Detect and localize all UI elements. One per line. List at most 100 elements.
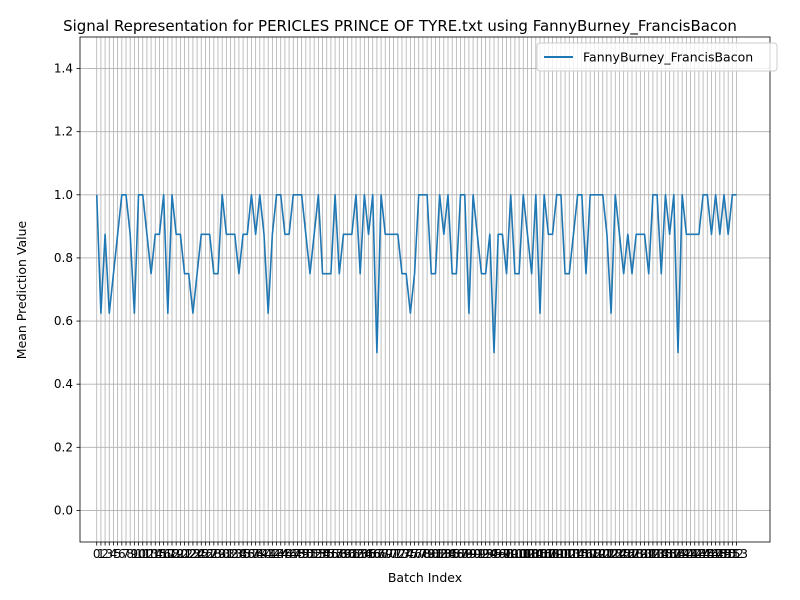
x-tick-label: 73 — [394, 547, 409, 561]
x-tick-label: 9 — [131, 547, 139, 561]
x-tick-label: 138 — [662, 547, 685, 561]
x-tick-label: 31 — [219, 547, 234, 561]
x-tick-label: 39 — [252, 547, 267, 561]
x-tick-label: 51 — [302, 547, 317, 561]
x-tick-label: 35 — [235, 547, 250, 561]
x-tick-label: 152 — [721, 547, 744, 561]
x-tick-label: 16 — [156, 547, 171, 561]
x-tick-label: 20 — [173, 547, 188, 561]
x-tick-label: 108 — [537, 547, 560, 561]
x-tick-label: 99 — [503, 547, 518, 561]
x-tick-label: 93 — [478, 547, 493, 561]
x-tick-label: 5 — [114, 547, 122, 561]
x-tick-label: 84 — [440, 547, 455, 561]
x-tick-label: 69 — [378, 547, 393, 561]
x-tick-label: 32 — [223, 547, 238, 561]
x-gridlines — [96, 37, 737, 542]
x-tick-label: 21 — [177, 547, 192, 561]
x-tick-label: 76 — [407, 547, 422, 561]
y-tick-label: 0.2 — [54, 440, 73, 454]
x-tick-label: 30 — [215, 547, 230, 561]
x-tick-label: 90 — [465, 547, 480, 561]
x-tick-label: 6 — [118, 547, 126, 561]
x-tick-label: 96 — [491, 547, 506, 561]
x-axis-ticks: 0123456789101112131415161718192021222324… — [93, 542, 748, 561]
x-tick-label: 3 — [105, 547, 113, 561]
x-tick-label: 148 — [704, 547, 727, 561]
x-tick-label: 112 — [554, 547, 577, 561]
x-tick-label: 142 — [679, 547, 702, 561]
x-tick-label: 49 — [294, 547, 309, 561]
x-tick-label: 8 — [126, 547, 134, 561]
y-axis-ticks: 0.0 0.2 0.4 0.6 0.8 1.0 1.2 1.4 — [54, 62, 80, 517]
y-tick-label: 1.0 — [54, 188, 73, 202]
x-tick-label: 123 — [600, 547, 623, 561]
x-tick-label: 133 — [641, 547, 664, 561]
x-tick-label: 131 — [633, 547, 656, 561]
y-tick-label: 1.2 — [54, 125, 73, 139]
x-tick-label: 94 — [482, 547, 497, 561]
x-tick-label: 132 — [637, 547, 660, 561]
x-tick-label: 66 — [365, 547, 380, 561]
x-axis-label: Batch Index — [388, 570, 462, 585]
x-tick-label: 58 — [332, 547, 347, 561]
x-tick-label: 78 — [415, 547, 430, 561]
x-tick-label: 103 — [516, 547, 539, 561]
x-tick-label: 91 — [470, 547, 485, 561]
x-tick-label: 105 — [524, 547, 547, 561]
x-tick-label: 7 — [122, 547, 130, 561]
x-tick-label: 114 — [562, 547, 585, 561]
y-gridlines — [80, 68, 770, 511]
x-tick-label: 122 — [595, 547, 618, 561]
x-tick-label: 40 — [256, 547, 271, 561]
x-tick-label: 150 — [713, 547, 736, 561]
x-tick-label: 89 — [461, 547, 476, 561]
x-tick-label: 10 — [131, 547, 146, 561]
x-tick-label: 151 — [717, 547, 740, 561]
x-tick-label: 149 — [708, 547, 731, 561]
x-tick-label: 23 — [185, 547, 200, 561]
x-tick-label: 82 — [432, 547, 447, 561]
x-tick-label: 115 — [566, 547, 589, 561]
x-tick-label: 62 — [348, 547, 363, 561]
x-tick-label: 98 — [499, 547, 514, 561]
x-tick-label: 38 — [248, 547, 263, 561]
x-tick-label: 72 — [390, 547, 405, 561]
x-tick-label: 109 — [541, 547, 564, 561]
x-tick-label: 77 — [411, 547, 426, 561]
x-tick-label: 75 — [403, 547, 418, 561]
x-tick-label: 67 — [369, 547, 384, 561]
x-tick-label: 2 — [101, 547, 109, 561]
x-tick-label: 147 — [700, 547, 723, 561]
x-tick-label: 79 — [419, 547, 434, 561]
x-tick-label: 18 — [164, 547, 179, 561]
x-tick-label: 36 — [240, 547, 255, 561]
x-tick-label: 19 — [169, 547, 184, 561]
x-tick-label: 153 — [725, 547, 748, 561]
x-tick-label: 126 — [612, 547, 635, 561]
x-tick-label: 92 — [474, 547, 489, 561]
x-tick-label: 65 — [361, 547, 376, 561]
legend-label: FannyBurney_FrancisBacon — [583, 50, 753, 65]
x-tick-label: 25 — [194, 547, 209, 561]
x-tick-label: 52 — [307, 547, 322, 561]
x-tick-label: 101 — [508, 547, 531, 561]
x-tick-label: 141 — [675, 547, 698, 561]
x-tick-label: 81 — [428, 547, 443, 561]
x-tick-label: 145 — [692, 547, 715, 561]
x-tick-label: 63 — [353, 547, 368, 561]
x-tick-label: 120 — [587, 547, 610, 561]
x-tick-label: 118 — [579, 547, 602, 561]
x-tick-label: 54 — [315, 547, 330, 561]
x-tick-label: 106 — [529, 547, 552, 561]
x-tick-label: 97 — [495, 547, 510, 561]
x-tick-label: 64 — [357, 547, 372, 561]
x-tick-label: 48 — [290, 547, 305, 561]
y-axis-label: Mean Prediction Value — [14, 220, 29, 359]
y-tick-label: 1.4 — [54, 62, 73, 76]
x-tick-label: 113 — [558, 547, 581, 561]
x-tick-label: 124 — [604, 547, 627, 561]
x-tick-label: 11 — [135, 547, 150, 561]
x-tick-label: 144 — [687, 547, 710, 561]
x-tick-label: 26 — [198, 547, 213, 561]
